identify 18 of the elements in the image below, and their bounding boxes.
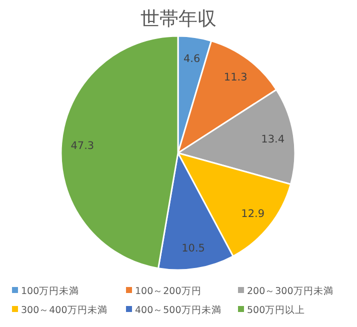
legend-label: 300～400万円未満 [21, 304, 108, 316]
legend-label: 100万円未満 [21, 285, 80, 297]
data-label: 13.4 [261, 134, 285, 146]
legend-item: 500万円以上 [238, 305, 306, 316]
chart-title: 世帯年収 [140, 8, 216, 30]
legend-item: 300～400万円未満 [12, 305, 108, 316]
data-label: 10.5 [182, 242, 205, 255]
legend-label: 400～500万円未満 [135, 304, 222, 316]
legend-item: 100万円未満 [12, 286, 80, 297]
data-label: 11.3 [224, 71, 248, 84]
data-label: 12.9 [241, 208, 265, 220]
legend-item: 400～500万円未満 [126, 305, 222, 316]
legend-label: 200～300万円未満 [247, 285, 334, 297]
legend-item: 100～200万円 [126, 286, 202, 297]
data-label: 4.6 [183, 53, 200, 66]
legend-item: 200～300万円未満 [238, 286, 334, 297]
legend-label: 500万円以上 [247, 304, 306, 316]
data-label: 47.3 [70, 140, 94, 152]
